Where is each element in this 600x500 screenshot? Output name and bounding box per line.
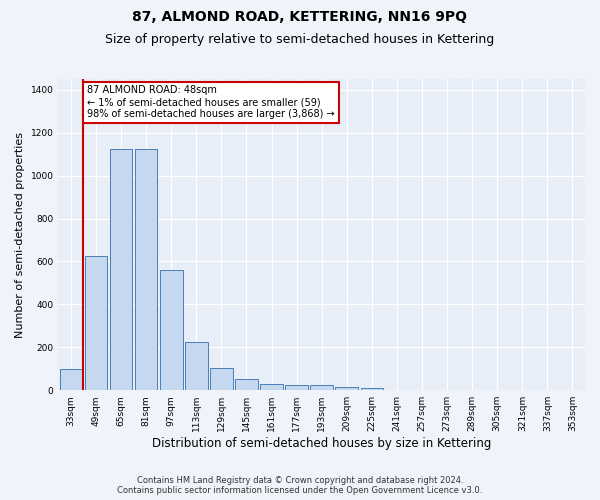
Bar <box>361 388 383 390</box>
Bar <box>210 368 233 390</box>
Bar <box>260 384 283 390</box>
Text: 87, ALMOND ROAD, KETTERING, NN16 9PQ: 87, ALMOND ROAD, KETTERING, NN16 9PQ <box>133 10 467 24</box>
Text: 87 ALMOND ROAD: 48sqm
← 1% of semi-detached houses are smaller (59)
98% of semi-: 87 ALMOND ROAD: 48sqm ← 1% of semi-detac… <box>87 86 335 118</box>
Bar <box>335 387 358 390</box>
Bar <box>135 149 157 390</box>
X-axis label: Distribution of semi-detached houses by size in Kettering: Distribution of semi-detached houses by … <box>152 437 491 450</box>
Bar <box>59 368 82 390</box>
Bar <box>235 380 258 390</box>
Bar <box>85 256 107 390</box>
Bar <box>160 270 182 390</box>
Y-axis label: Number of semi-detached properties: Number of semi-detached properties <box>15 132 25 338</box>
Bar <box>185 342 208 390</box>
Bar <box>110 149 133 390</box>
Bar <box>310 385 333 390</box>
Text: Contains HM Land Registry data © Crown copyright and database right 2024.
Contai: Contains HM Land Registry data © Crown c… <box>118 476 482 495</box>
Bar <box>286 385 308 390</box>
Text: Size of property relative to semi-detached houses in Kettering: Size of property relative to semi-detach… <box>106 32 494 46</box>
